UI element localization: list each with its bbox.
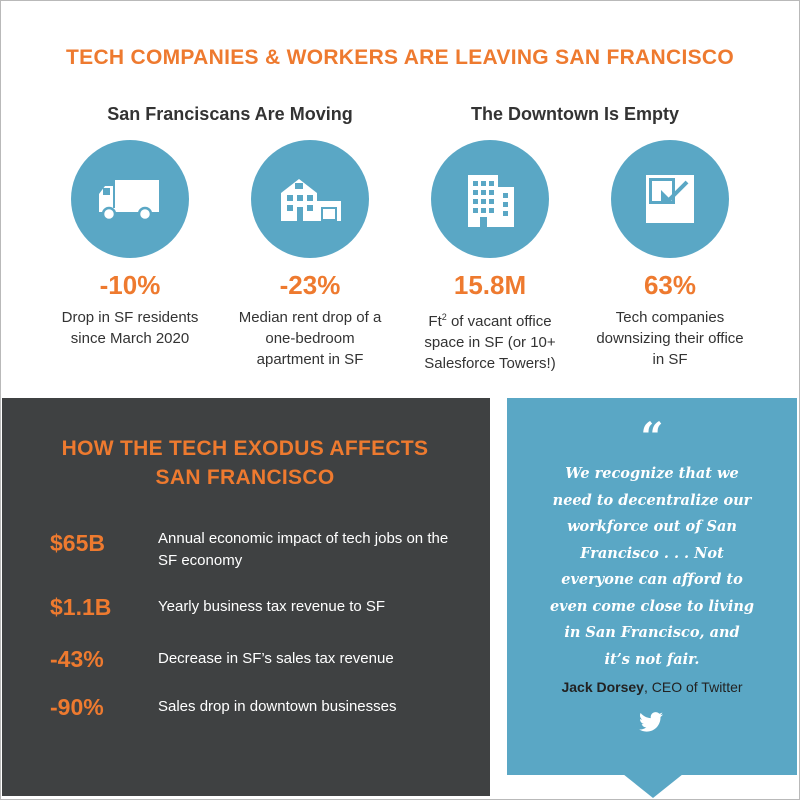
quote-author: Jack Dorsey [561,679,644,695]
stat-vacant-office: 15.8M Ft2 of vacant office space in SF (… [400,140,580,374]
house-icon [251,140,369,258]
exodus-value: $1.1B [50,594,112,620]
main-title: TECH COMPANIES & WORKERS ARE LEAVING SAN… [66,46,734,69]
section-heading-moving: San Franciscans Are Moving [107,104,353,124]
exodus-description: Sales drop in downtown businesses [158,698,397,715]
stat-value: -10% [99,270,161,300]
quote-panel [507,398,797,775]
stat-description: Median rent drop of a one-bedroom apartm… [238,309,382,368]
stat-description: Tech companies downsizing their office i… [596,309,744,368]
stat-description: Drop in SF residents since March 2020 [61,309,199,347]
stat-value: 63% [643,270,697,300]
stat-rent: -23% Median rent drop of a one-bedroom a… [220,140,400,370]
exodus-description: Yearly business tax revenue to SF [158,598,386,615]
office-building-icon [431,140,549,258]
stat-value: -23% [279,270,341,300]
stat-downsizing: 63% Tech companies downsizing their offi… [580,140,760,370]
shrink-arrow-icon [611,140,729,258]
exodus-value: -43% [50,646,104,672]
exodus-value: -90% [50,694,104,720]
section-heading-downtown: The Downtown Is Empty [470,104,679,124]
truck-icon [71,140,189,258]
quote-mark: “ [640,414,664,461]
stat-residents: -10% Drop in SF residents since March 20… [40,140,220,349]
twitter-bird-icon[interactable] [639,712,663,737]
quote-author-role: , CEO of Twitter [643,679,743,695]
quote-attribution: Jack Dorsey, CEO of Twitter [507,679,797,695]
stat-value: 15.8M [453,270,527,300]
exodus-description: Annual economic impact of tech jobs on t… [158,530,449,569]
quote-text: We recognize that we need to decentraliz… [549,465,755,668]
stat-description: Ft2 of vacant office space in SF (or 10+… [424,312,556,372]
exodus-panel [2,398,490,796]
exodus-value: $65B [50,530,105,556]
quote-pointer [623,774,683,798]
exodus-title: HOW THE TECH EXODUS AFFECTS SAN FRANCISC… [61,437,429,489]
exodus-description: Decrease in SF’s sales tax revenue [158,650,394,667]
